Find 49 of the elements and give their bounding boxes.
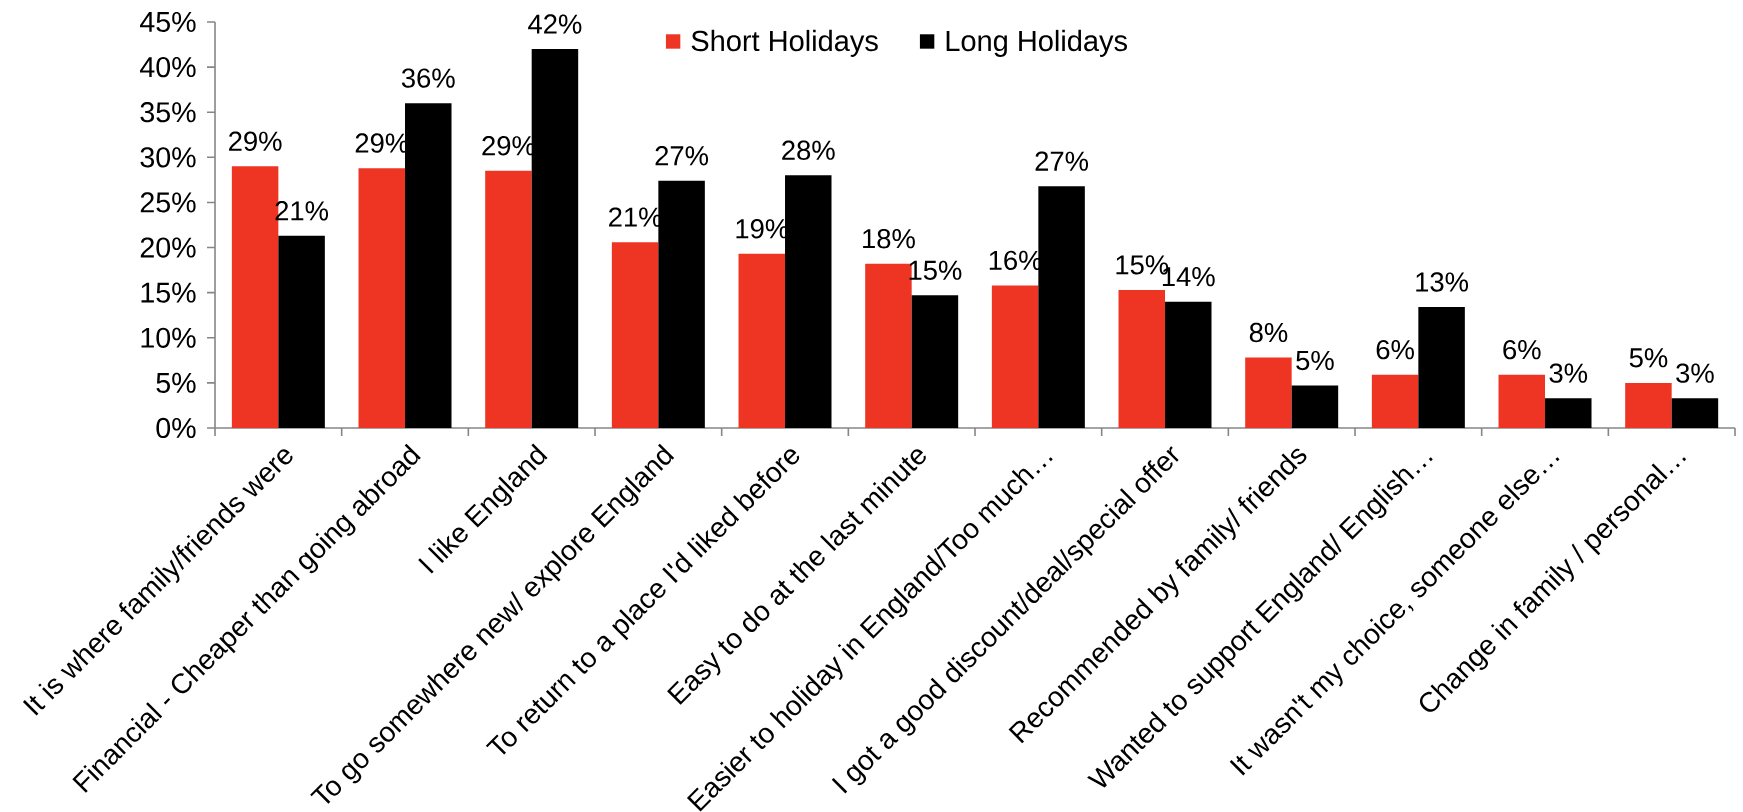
data-label: 8% bbox=[1249, 322, 1288, 343]
data-label: 42% bbox=[528, 14, 582, 34]
bar bbox=[1038, 186, 1085, 428]
data-label: 5% bbox=[1629, 348, 1668, 368]
data-label: 36% bbox=[401, 68, 455, 88]
data-label: 29% bbox=[229, 131, 282, 151]
data-label: 3% bbox=[1676, 363, 1714, 383]
bar bbox=[738, 253, 786, 428]
data-label: 6% bbox=[1503, 339, 1541, 360]
bar bbox=[991, 285, 1039, 428]
bar bbox=[1545, 398, 1592, 428]
legend-label: Long Holidays bbox=[946, 29, 1127, 57]
data-label: 13% bbox=[1416, 272, 1469, 292]
bar bbox=[1498, 374, 1546, 428]
y-tick-label: 20% bbox=[140, 237, 196, 258]
data-label: 6% bbox=[1376, 339, 1414, 360]
y-tick-label: 10% bbox=[141, 327, 196, 348]
bar bbox=[1245, 357, 1292, 428]
bar bbox=[278, 235, 325, 428]
y-tick-label: 30% bbox=[140, 147, 196, 168]
y-tick-label: 25% bbox=[140, 192, 196, 213]
bar bbox=[405, 103, 452, 428]
data-label: 3% bbox=[1549, 363, 1588, 383]
bar bbox=[1625, 382, 1672, 428]
data-label: 5% bbox=[1296, 350, 1334, 371]
bar bbox=[485, 170, 532, 428]
bar bbox=[1291, 385, 1339, 428]
bar bbox=[358, 168, 406, 428]
y-tick-label: 35% bbox=[140, 102, 196, 123]
bar bbox=[1418, 307, 1465, 428]
data-label: 28% bbox=[782, 140, 835, 160]
data-label: 27% bbox=[1035, 151, 1089, 171]
y-tick-label: 40% bbox=[140, 56, 196, 78]
legend-label: Short Holidays bbox=[691, 29, 878, 57]
y-tick-label: 5% bbox=[156, 372, 196, 393]
y-tick-label: 45% bbox=[140, 11, 196, 33]
bar bbox=[785, 175, 832, 428]
bar bbox=[1671, 398, 1719, 428]
data-label: 18% bbox=[863, 228, 915, 249]
y-tick-label: 0% bbox=[156, 417, 196, 439]
bar bbox=[531, 49, 579, 428]
bar bbox=[611, 242, 659, 428]
bar bbox=[658, 180, 705, 428]
bar bbox=[1118, 289, 1166, 428]
y-tick-label: 15% bbox=[141, 282, 196, 303]
data-label: 27% bbox=[655, 146, 709, 166]
bar bbox=[1371, 374, 1419, 428]
bar bbox=[911, 295, 959, 428]
bar bbox=[1165, 301, 1212, 428]
